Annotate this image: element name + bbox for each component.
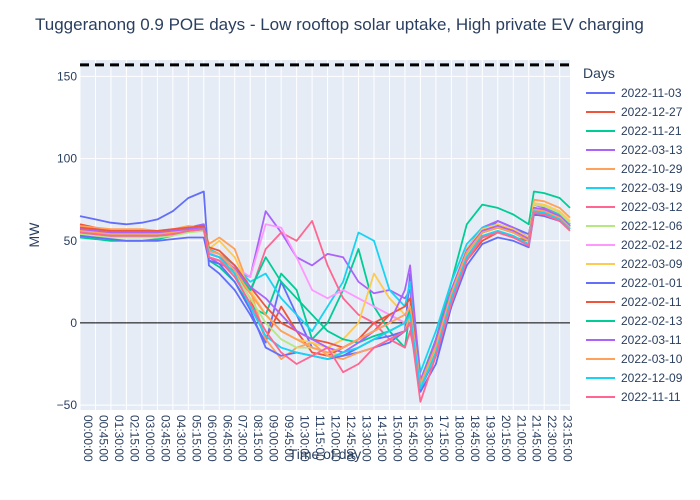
x-tick-label: 21:00:00 (514, 415, 528, 462)
legend-label: 2022-10-29 (621, 162, 683, 176)
x-tick-label: 11:15:00 (313, 415, 327, 461)
legend-item[interactable]: 2022-11-11 (586, 390, 681, 404)
legend-label: 2022-12-06 (621, 219, 683, 233)
x-tick-label: 08:15:00 (251, 415, 265, 462)
x-tick-label: 16:30:00 (421, 415, 435, 462)
legend-item[interactable]: 2022-03-09 (586, 257, 683, 271)
legend-label: 2022-02-12 (621, 238, 683, 252)
legend-label: 2022-11-03 (621, 86, 682, 100)
x-tick-label: 03:45:00 (158, 415, 172, 462)
y-tick-labels: −50 0 50 100 150 (57, 69, 78, 412)
x-tick-label: 23:15:00 (561, 415, 575, 462)
y-axis-title: MW (26, 222, 42, 248)
y-tick-label: 50 (64, 234, 78, 248)
y-tick-label: 150 (57, 69, 77, 83)
x-axis-title: Time of day (289, 446, 362, 462)
legend-label: 2022-01-01 (621, 276, 683, 290)
legend-item[interactable]: 2022-03-13 (586, 143, 683, 157)
x-tick-labels: 00:00:00 00:45:00 01:30:00 02:15:00 03:00:00… (81, 415, 575, 462)
legend-title: Days (583, 65, 615, 81)
legend-item[interactable]: 2022-11-03 (586, 86, 682, 100)
x-tick-label: 22:30:00 (545, 415, 559, 462)
x-tick-label: 04:30:00 (174, 415, 188, 462)
legend-item[interactable]: 2022-03-19 (586, 181, 683, 195)
x-tick-label: 14:15:00 (375, 415, 389, 462)
x-tick-label: 15:00:00 (391, 415, 405, 462)
series-line[interactable] (79, 213, 571, 393)
x-tick-label: 13:30:00 (360, 415, 374, 462)
legend-item[interactable]: 2022-01-01 (586, 276, 683, 290)
legend-item[interactable]: 2022-12-27 (586, 105, 683, 119)
chart-title: Tuggeranong 0.9 POE days - Low rooftop s… (35, 15, 644, 34)
legend-label: 2022-12-27 (621, 105, 683, 119)
x-tick-label: 18:45:00 (468, 415, 482, 462)
x-tick-label: 09:00:00 (267, 415, 281, 462)
x-tick-label: 20:15:00 (499, 415, 513, 462)
x-tick-label: 05:15:00 (189, 415, 203, 462)
x-tick-label: 09:45:00 (282, 415, 296, 462)
x-tick-label: 21:45:00 (530, 415, 544, 462)
series-lines (79, 190, 571, 403)
x-tick-label: 00:00:00 (81, 415, 95, 462)
legend-label: 2022-03-10 (621, 352, 683, 366)
legend-label: 2022-03-12 (621, 200, 683, 214)
legend-label: 2022-03-11 (621, 333, 682, 347)
x-tick-label: 19:30:00 (483, 415, 497, 462)
legend-item[interactable]: 2022-12-09 (586, 371, 683, 385)
grid-lines (79, 60, 570, 410)
legend-label: 2022-11-21 (621, 124, 682, 138)
legend-label: 2022-12-09 (621, 371, 683, 385)
legend-item[interactable]: 2022-11-21 (586, 124, 682, 138)
legend-item[interactable]: 2022-12-06 (586, 219, 683, 233)
legend-item[interactable]: 2022-02-11 (586, 295, 682, 309)
x-tick-label: 12:45:00 (344, 415, 358, 462)
series-line[interactable] (79, 211, 571, 403)
legend-label: 2022-03-19 (621, 181, 683, 195)
x-tick-label: 18:00:00 (452, 415, 466, 462)
legend[interactable]: 2022-11-03 2022-12-27 2022-11-21 2022-03-13… (586, 86, 683, 404)
x-tick-label: 03:00:00 (143, 415, 157, 462)
y-tick-label: −50 (57, 398, 78, 412)
legend-label: 2022-02-11 (621, 295, 682, 309)
legend-label: 2022-03-13 (621, 143, 683, 157)
legend-label: 2022-03-09 (621, 257, 683, 271)
legend-label: 2022-11-11 (621, 390, 681, 404)
x-tick-label: 17:15:00 (437, 415, 451, 462)
y-tick-label: 100 (57, 152, 77, 166)
series-line[interactable] (79, 208, 571, 385)
x-tick-label: 12:00:00 (329, 415, 343, 462)
x-tick-label: 06:45:00 (220, 415, 234, 462)
x-tick-label: 01:30:00 (112, 415, 126, 462)
legend-item[interactable]: 2022-02-12 (586, 238, 683, 252)
x-tick-label: 00:45:00 (97, 415, 111, 462)
legend-item[interactable]: 2022-10-29 (586, 162, 683, 176)
x-tick-label: 07:30:00 (236, 415, 250, 462)
x-tick-label: 15:45:00 (406, 415, 420, 462)
legend-item[interactable]: 2022-03-11 (586, 333, 682, 347)
x-tick-label: 10:30:00 (298, 415, 312, 462)
legend-item[interactable]: 2022-03-10 (586, 352, 683, 366)
legend-item[interactable]: 2022-02-13 (586, 314, 683, 328)
y-tick-label: 0 (70, 316, 77, 330)
legend-item[interactable]: 2022-03-12 (586, 200, 683, 214)
x-tick-label: 02:15:00 (127, 415, 141, 462)
x-tick-label: 06:00:00 (205, 415, 219, 462)
legend-label: 2022-02-13 (621, 314, 683, 328)
